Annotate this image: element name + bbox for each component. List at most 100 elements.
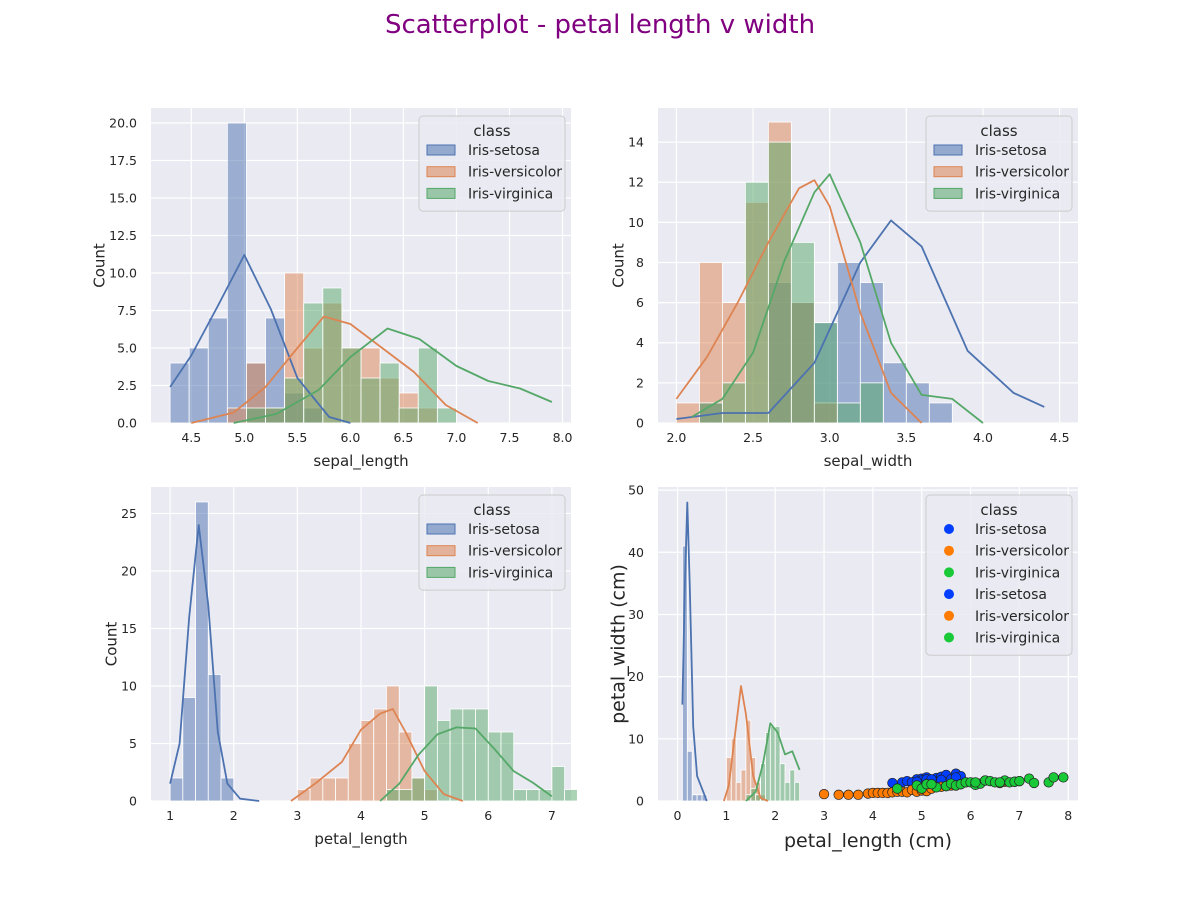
figure-suptitle: Scatterplot - petal length v width (384, 10, 816, 40)
legend-label-iris-versicolor: Iris-versicolor (468, 544, 562, 560)
x-tick-label: 1 (166, 808, 174, 823)
legend-marker-iris-setosa (944, 589, 954, 600)
x-axis-label: petal_length (314, 830, 407, 849)
legend-frame (418, 494, 566, 591)
histogram-bar (513, 789, 527, 802)
legend-label-iris-virginica: Iris-virginica (975, 565, 1060, 581)
histogram-bar (335, 777, 349, 802)
y-tick-label: 8 (636, 255, 644, 270)
histogram-bar (309, 777, 324, 802)
kde-line-iris-setosa (169, 254, 351, 424)
legend-label-iris-virginica: Iris-virginica (975, 186, 1060, 202)
kde-line-iris-setosa (676, 219, 1045, 420)
x-axis-label: sepal_length (313, 452, 408, 471)
legend-label-iris-virginica: Iris-virginica (468, 186, 553, 202)
legend-title: class (473, 122, 510, 140)
x-tick-label: 3 (293, 808, 301, 823)
legend: class Iris-setosa Iris-versicolor Iris-virg… (418, 494, 566, 591)
y-axis-label: Count (103, 622, 121, 667)
histogram-bar (675, 402, 700, 424)
histogram-bar (475, 708, 489, 802)
kde-line-iris-virginica (745, 722, 801, 802)
y-tick-label: 6 (636, 295, 644, 310)
x-tick-label: 4 (357, 808, 365, 823)
y-tick-label: 2 (636, 375, 644, 390)
legend-marker-iris-virginica (944, 567, 954, 578)
histogram-bar (928, 402, 953, 424)
kde-line-iris-versicolor (723, 685, 769, 802)
histogram-bar (551, 766, 566, 802)
histogram-bar (373, 708, 387, 802)
histogram-bar (767, 141, 792, 424)
y-tick-label: 17.5 (109, 153, 137, 168)
x-tick-label: 7 (548, 808, 556, 823)
y-tick-label: 2.5 (117, 378, 137, 393)
legend-patch-iris-virginica (426, 566, 456, 578)
hist-series-iris-virginica (246, 287, 457, 424)
scatter-point (1048, 772, 1059, 783)
histogram-bar (182, 697, 196, 802)
x-tick-label: 8 (1064, 808, 1072, 823)
legend-label-iris-setosa: Iris-setosa (468, 143, 540, 159)
y-tick-label: 20 (121, 563, 137, 578)
histogram-bar (322, 777, 336, 802)
y-tick-label: 20.0 (109, 116, 137, 131)
y-tick-label: 12.5 (109, 228, 137, 243)
histogram-bar (207, 674, 222, 802)
x-tick-label: 2 (771, 808, 779, 823)
scatter-series-iris-virginica (892, 772, 1069, 794)
legend-marker-iris-setosa (944, 524, 954, 534)
histogram-bar (500, 731, 515, 802)
hist-series-iris-setosa (682, 545, 708, 802)
legend-label-iris-versicolor: Iris-versicolor (975, 165, 1069, 181)
legend-marker-iris-versicolor (944, 545, 954, 556)
histogram-bar (360, 377, 381, 424)
scatter-point (994, 777, 1006, 788)
scatter-point (970, 777, 981, 788)
histogram-bar (721, 382, 746, 424)
legend-patch-iris-versicolor (933, 166, 963, 178)
scatter-point (833, 789, 844, 800)
x-tick-label: 5.0 (234, 430, 254, 445)
histogram-bar (379, 362, 400, 424)
legend-patch-iris-virginica (426, 187, 456, 199)
legend-frame (925, 494, 1073, 656)
x-tick-label: 3.0 (820, 430, 840, 445)
scatter-point (1058, 772, 1069, 783)
histogram-bar (564, 789, 578, 802)
x-axis-label: sepal_width (824, 452, 913, 471)
y-tick-label: 5.0 (117, 341, 137, 356)
histogram-bar (882, 362, 907, 424)
scatter-point (843, 789, 854, 800)
histogram-bar (360, 720, 375, 802)
x-tick-label: 7 (1015, 808, 1023, 823)
subplot-3: 1 2 3 4 5 6 7 0 5 10 15 20 25 petal_length Count class I… (103, 487, 578, 849)
histogram-bar (169, 777, 184, 802)
histogram-bar (436, 407, 457, 424)
subplot-4: 0 1 2 3 4 5 6 7 8 0 10 20 30 40 50 petal_length (cm) pet… (608, 483, 1078, 852)
scatter-point (853, 789, 864, 800)
histogram-bar (790, 242, 815, 424)
histogram-bar (398, 789, 413, 802)
kde-line-iris-virginica (233, 327, 553, 424)
y-tick-label: 40 (628, 545, 644, 560)
legend-label-iris-virginica: Iris-virginica (975, 631, 1060, 647)
kde-line-iris-setosa (681, 501, 708, 802)
legend-title: class (980, 122, 1017, 140)
legend-label-iris-setosa: Iris-setosa (975, 143, 1047, 159)
histogram-bar (188, 347, 209, 424)
kde-line-iris-versicolor (675, 179, 923, 424)
legend-frame (925, 115, 1073, 212)
histogram-bar (386, 789, 400, 802)
x-tick-label: 5 (918, 808, 926, 823)
legend-marker-iris-virginica (944, 632, 954, 643)
histogram-bar (411, 777, 426, 802)
scatter-point (818, 789, 830, 800)
subplot-2: 2.0 2.5 3.0 3.5 4.0 4.5 0 2 4 6 8 10 12 14 sepal_width… (610, 108, 1078, 471)
histogram-bar (698, 262, 723, 424)
legend-title: class (980, 501, 1017, 519)
y-tick-label: 20 (628, 669, 644, 684)
kde-line-iris-virginica (379, 726, 553, 802)
y-tick-label: 5 (129, 736, 137, 751)
